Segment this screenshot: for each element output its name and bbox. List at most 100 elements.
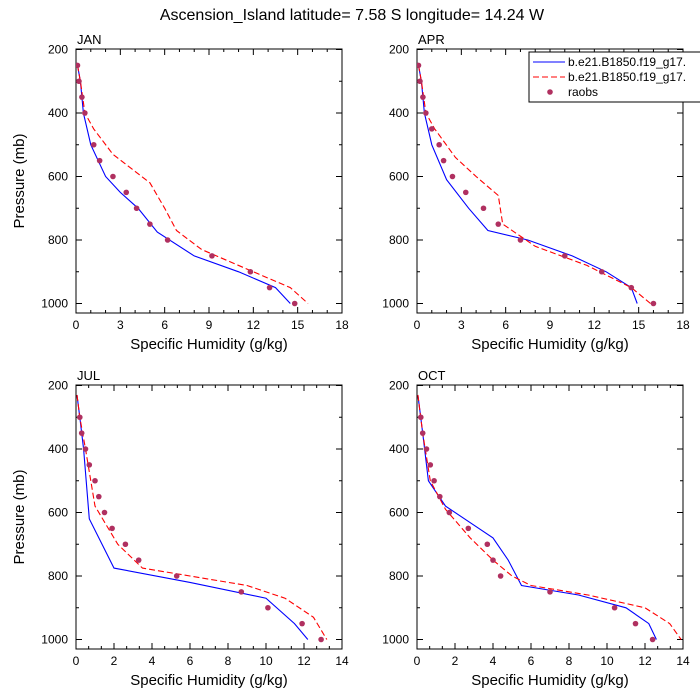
figure-title: Ascension_Island latitude= 7.58 S longit… [160,7,545,24]
y-tick-label: 200 [48,43,68,57]
raobs-point [90,141,97,148]
raobs-point [77,414,83,421]
raobs-point [238,589,245,595]
x-tick-label: 6 [528,654,535,668]
legend-marker [547,89,553,95]
raobs-point [417,62,422,69]
x-tick-label: 0 [73,318,80,332]
raobs-point [598,268,605,275]
x-axis-label: Specific Humidity (g/kg) [130,672,288,689]
raobs-point [78,430,85,436]
panel-jan: 0 3 6 9 12 15 18 200 400 600 800 1000 JAN Specific Hu… [11,32,349,353]
x-tick-label: 6 [161,318,168,332]
x-tick-label: 0 [73,654,80,668]
y-tick-label: 600 [48,170,68,184]
raobs-point [495,221,502,227]
raobs-point [420,94,426,100]
raobs-point [209,253,215,259]
model-line-solid [76,65,291,304]
raobs-point [628,284,635,291]
raobs-point [418,414,424,421]
raobs-point [497,573,504,579]
raobs-point [76,78,82,85]
legend-label: b.e21.B1850.f19_g17. [568,55,686,69]
model-line-dashed [417,394,682,640]
panel-apr: 0 3 6 9 12 15 18 200 400 600 800 1000 APR Specific Hu… [382,32,690,353]
x-tick-label: 12 [297,654,311,668]
raobs-point [490,557,496,563]
y-tick-label: 800 [389,569,409,583]
raobs-point [423,446,430,452]
y-tick-label: 800 [48,569,68,583]
model-line-solid [417,65,638,304]
x-tick-label: 0 [414,318,421,332]
raobs-point [440,157,447,164]
y-tick-label: 600 [48,506,68,520]
y-tick-label: 400 [48,442,68,456]
raobs-point [431,477,437,484]
model-line-dashed [417,65,651,304]
y-tick-label: 800 [48,233,68,247]
x-tick-label: 2 [452,654,459,668]
raobs-point [76,62,81,69]
raobs-point [318,636,324,643]
x-tick-label: 3 [458,318,465,332]
model-line-solid [76,394,309,640]
panel-title: JUL [77,368,100,383]
y-tick-label: 1000 [41,297,68,311]
y-tick-label: 1000 [382,633,409,647]
panel-title: APR [418,32,445,47]
raobs-point [123,189,130,196]
raobs-point [266,284,273,291]
plot-area [417,394,682,643]
plot-area [76,62,309,307]
raobs-point [632,620,639,627]
raobs-point [133,205,140,212]
y-tick-label: 400 [48,106,68,120]
x-tick-label: 12 [588,318,602,332]
y-tick-label: 1000 [382,297,409,311]
raobs-point [465,525,472,532]
x-tick-label: 6 [502,318,509,332]
y-axis-label: Pressure (mb) [11,469,28,564]
x-tick-label: 6 [187,654,194,668]
x-axis-label: Specific Humidity (g/kg) [130,336,288,353]
x-tick-label: 15 [291,318,305,332]
panel-jul: 0 2 4 6 8 10 12 14 200 400 600 800 1000 JUL Specific H… [11,368,349,689]
x-tick-label: 8 [225,654,232,668]
x-tick-label: 14 [335,654,349,668]
y-tick-label: 200 [48,379,68,393]
x-tick-label: 18 [676,318,690,332]
raobs-point [110,173,116,180]
model-line-dashed [76,65,309,304]
x-tick-label: 4 [490,654,497,668]
raobs-point [561,253,568,259]
plot-frame [75,384,343,650]
plot-frame [416,384,684,650]
raobs-point [86,462,93,468]
raobs-point [547,589,553,595]
x-axis-label: Specific Humidity (g/kg) [471,672,629,689]
raobs-point [650,300,657,307]
raobs-point [484,541,491,548]
legend-label: b.e21.B1850.f19_g17. [568,70,686,84]
raobs-point [449,173,456,180]
x-tick-label: 9 [206,318,213,332]
raobs-point [480,205,487,212]
raobs-point [517,237,524,243]
model-line-dashed [76,394,328,640]
x-tick-label: 10 [600,654,614,668]
plot-area [76,394,328,643]
raobs-point [79,94,85,100]
raobs-point [437,493,443,500]
raobs-point [428,126,435,132]
raobs-point [291,300,298,307]
raobs-point [446,509,453,516]
legend-box [528,51,700,103]
panel-title: JAN [77,32,102,47]
raobs-point [101,509,108,516]
x-tick-label: 10 [259,654,273,668]
y-tick-label: 1000 [41,633,68,647]
raobs-point [173,573,180,579]
